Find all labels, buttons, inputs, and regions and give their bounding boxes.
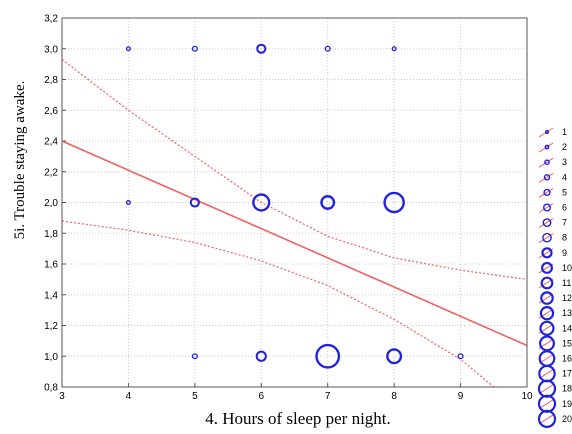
confidence-bands — [61, 59, 528, 388]
legend-marker — [537, 409, 557, 428]
x-tick-label: 6 — [259, 391, 265, 402]
legend-label: 2 — [562, 142, 567, 152]
x-tick-label: 8 — [391, 391, 397, 402]
regression-line — [61, 140, 528, 347]
x-tick-label: 9 — [458, 391, 464, 402]
legend-label: 20 — [562, 414, 572, 424]
data-point — [252, 193, 271, 212]
data-point — [315, 343, 341, 369]
y-axis-label: 5i. Trouble staying awake. — [12, 81, 28, 240]
legend-label: 11 — [562, 278, 571, 288]
data-point — [386, 348, 403, 365]
y-tick-label: 1,8 — [44, 229, 58, 240]
x-axis-ticks: 3 4 5 6 7 8 9 10 — [59, 383, 533, 402]
legend-label: 14 — [562, 323, 572, 333]
y-tick-label: 1,2 — [44, 321, 58, 332]
legend-label: 18 — [562, 384, 572, 394]
legend-label: 7 — [562, 218, 567, 228]
x-tick-label: 7 — [325, 391, 331, 402]
x-tick-label: 10 — [521, 391, 533, 402]
data-points — [125, 43, 464, 369]
legend-marker — [541, 261, 553, 274]
data-point — [391, 46, 397, 52]
legend-line-swatch — [538, 187, 554, 198]
legend-label: 19 — [562, 399, 572, 409]
legend-line-swatch — [538, 384, 554, 395]
legend-label: 13 — [562, 308, 572, 318]
legend-label: 16 — [562, 354, 572, 364]
legend-marker — [541, 247, 553, 259]
confidence-band-upper — [61, 59, 528, 280]
y-tick-label: 2,8 — [44, 75, 58, 86]
y-tick-label: 1,6 — [44, 260, 58, 271]
legend-label: 8 — [562, 233, 567, 243]
data-point — [457, 353, 464, 360]
y-tick-label: 3,2 — [44, 14, 58, 25]
data-point — [125, 199, 131, 205]
legend-marker — [544, 159, 550, 166]
data-point — [125, 46, 131, 52]
x-tick-label: 5 — [192, 391, 198, 402]
grid-lines — [61, 17, 528, 388]
legend-label: 10 — [562, 263, 572, 273]
legend-line-swatch — [538, 399, 554, 410]
legend-label: 1 — [562, 127, 567, 137]
data-point — [191, 353, 198, 360]
legend-marker — [544, 144, 550, 150]
legend-label: 9 — [562, 248, 567, 258]
legend-line-swatch — [538, 203, 554, 213]
legend-marker — [542, 203, 552, 212]
data-point — [256, 43, 267, 54]
legend-label: 3 — [562, 157, 567, 167]
legend-marker — [542, 218, 552, 228]
legend-label: 15 — [562, 338, 572, 348]
data-point — [383, 191, 405, 214]
legend-line-swatch — [538, 157, 554, 168]
y-tick-label: 1,4 — [44, 290, 58, 301]
y-axis-ticks: 0,8 1,0 1,2 1,4 1,6 1,8 2,0 2,2 2,4 2,6 2,8 3,0 3,2 — [44, 14, 66, 394]
x-tick-label: 4 — [126, 391, 132, 402]
data-point — [191, 45, 198, 52]
legend-marker — [542, 232, 552, 243]
y-tick-label: 3,0 — [44, 44, 58, 55]
y-tick-label: 0,8 — [44, 383, 58, 394]
legend-marker — [540, 276, 554, 290]
y-tick-label: 2,0 — [44, 198, 58, 209]
legend-label: 5 — [562, 187, 567, 197]
legend-line-swatch — [538, 218, 554, 229]
legend-line-swatch — [538, 172, 554, 183]
regression-line-group — [61, 140, 528, 347]
data-point — [320, 195, 336, 210]
plot-frame — [61, 17, 528, 388]
legend-line-swatch — [538, 414, 554, 425]
confidence-band-lower — [61, 220, 495, 388]
y-tick-label: 2,2 — [44, 167, 58, 178]
data-point — [255, 350, 267, 362]
legend-marker — [543, 174, 551, 181]
legend-label: 4 — [562, 172, 567, 182]
legend-label: 12 — [562, 293, 572, 303]
x-axis-label: 4. Hours of sleep per night. — [205, 409, 391, 428]
legend-marker — [540, 291, 554, 305]
x-tick-label: 3 — [59, 391, 65, 402]
legend-marker — [539, 306, 555, 321]
data-point — [324, 45, 331, 52]
data-point — [189, 197, 200, 208]
legend-label: 6 — [562, 203, 567, 213]
y-tick-label: 1,0 — [44, 352, 58, 363]
y-tick-label: 2,6 — [44, 106, 58, 117]
legend-marker — [543, 188, 551, 197]
legend-marker — [539, 320, 555, 336]
y-tick-label: 2,4 — [44, 137, 58, 148]
legend-marker — [544, 129, 550, 135]
legend-label: 17 — [562, 369, 572, 379]
